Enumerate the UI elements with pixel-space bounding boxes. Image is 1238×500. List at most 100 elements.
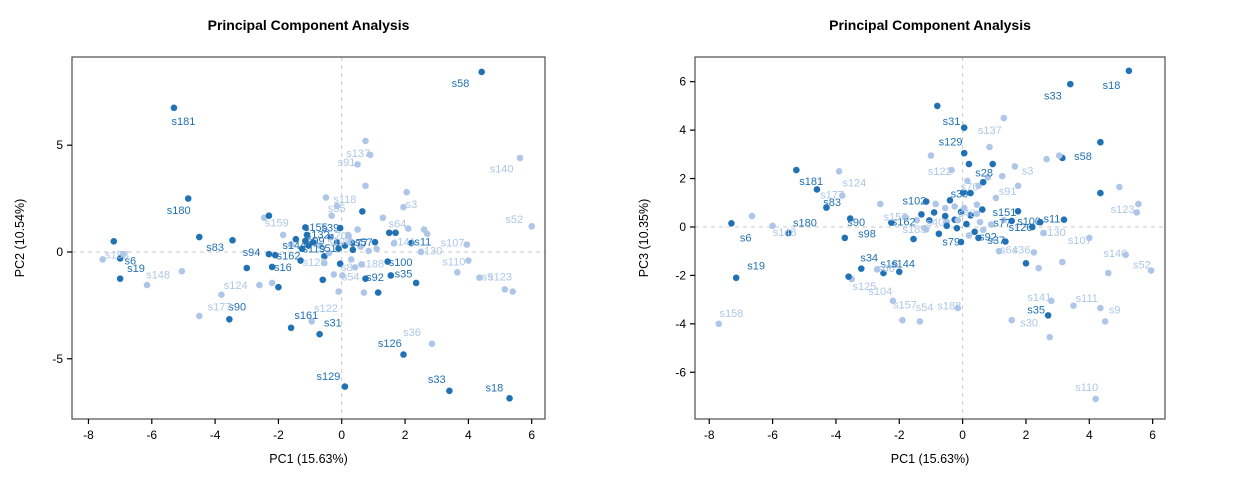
point-label: s19: [127, 263, 145, 275]
data-point: [935, 230, 943, 238]
point-label: s11: [1043, 213, 1060, 225]
data-point: [1055, 152, 1063, 159]
data-point: [902, 213, 909, 221]
point-label: s137: [346, 148, 370, 160]
point-label: s107: [1068, 235, 1092, 247]
point-label: s140: [490, 164, 514, 176]
point-label: s18: [1103, 80, 1121, 92]
data-point: [992, 194, 1000, 202]
point-label: s158: [105, 249, 129, 261]
data-point: [1040, 229, 1047, 237]
data-point: [1105, 269, 1112, 277]
point-label: s148: [146, 270, 170, 282]
x-tick-label: 6: [1149, 428, 1156, 442]
point-label: s90: [228, 302, 246, 314]
data-point: [218, 291, 225, 299]
x-tick-label: -8: [83, 428, 94, 442]
data-point: [335, 245, 342, 252]
point-label: s64: [389, 218, 407, 230]
data-point: [715, 320, 723, 328]
data-point: [349, 246, 357, 254]
data-point: [390, 240, 398, 247]
data-point: [384, 258, 391, 265]
point-label: s185: [903, 224, 927, 236]
point-label: s90: [847, 217, 865, 229]
data-point: [226, 315, 233, 323]
data-point: [1122, 251, 1130, 259]
point-label: s123: [1111, 204, 1135, 216]
panel-title: Principal Component Analysis: [829, 17, 1031, 33]
data-point: [303, 231, 311, 239]
data-point: [1147, 267, 1155, 274]
point-label: s99: [307, 235, 325, 247]
point-label: s159: [265, 217, 289, 229]
data-point: [279, 231, 287, 239]
y-tick-label: -5: [52, 352, 63, 366]
data-point: [889, 297, 897, 305]
x-tick-label: -2: [894, 428, 905, 442]
data-point: [354, 161, 361, 168]
data-point: [1048, 297, 1055, 305]
data-point: [404, 225, 412, 232]
point-label: s124: [842, 177, 866, 189]
data-point: [838, 192, 846, 199]
data-point: [1133, 209, 1141, 216]
data-point: [943, 222, 951, 230]
point-label: s98: [858, 229, 876, 241]
data-point: [959, 189, 967, 196]
data-point: [933, 102, 941, 110]
data-point: [195, 233, 203, 241]
data-point: [119, 250, 127, 258]
data-point: [973, 210, 981, 217]
data-point: [408, 239, 415, 247]
data-point: [347, 256, 355, 263]
point-label: s129: [939, 137, 963, 149]
data-point: [954, 216, 962, 224]
point-label: s122: [314, 303, 338, 315]
point-label: s91: [999, 186, 1017, 198]
data-point: [275, 283, 282, 291]
data-point: [1086, 234, 1093, 242]
point-label: s92: [979, 232, 997, 244]
data-point: [305, 242, 312, 249]
point-label: s110: [442, 256, 465, 268]
point-label: s6: [124, 255, 136, 267]
point-label: s28: [975, 168, 993, 180]
point-label: s137: [978, 125, 1002, 137]
data-point: [287, 324, 295, 332]
data-point: [913, 216, 920, 224]
data-point: [454, 268, 461, 276]
data-point: [316, 242, 323, 249]
data-point: [1101, 318, 1109, 325]
point-label: s77: [993, 218, 1011, 230]
point-label: s31: [324, 317, 342, 329]
data-point: [476, 274, 483, 281]
point-label: s162: [277, 250, 301, 262]
point-label: s162: [892, 217, 916, 229]
point-label: s40: [927, 217, 945, 229]
data-point: [229, 236, 236, 244]
point-label: s130: [1042, 227, 1066, 239]
point-label: s9: [482, 271, 494, 283]
data-point: [506, 394, 513, 402]
point-label: s107: [441, 238, 465, 250]
plot-box: [694, 56, 1166, 420]
data-point: [373, 245, 380, 253]
point-label: s111: [1076, 293, 1098, 305]
data-point: [895, 268, 903, 276]
point-label: s18: [485, 383, 503, 395]
data-point: [325, 249, 333, 257]
data-point: [195, 312, 203, 320]
point-label: s34: [860, 252, 878, 264]
point-label: s177: [208, 302, 232, 314]
data-point: [268, 279, 276, 287]
data-point: [362, 137, 369, 145]
point-label: s77: [350, 237, 368, 249]
point-label: s31: [943, 116, 961, 128]
point-label: s39: [321, 223, 339, 235]
data-point: [321, 259, 328, 267]
data-point: [1035, 264, 1042, 272]
data-point: [1000, 216, 1008, 224]
data-point: [841, 234, 849, 242]
data-point: [976, 218, 984, 226]
